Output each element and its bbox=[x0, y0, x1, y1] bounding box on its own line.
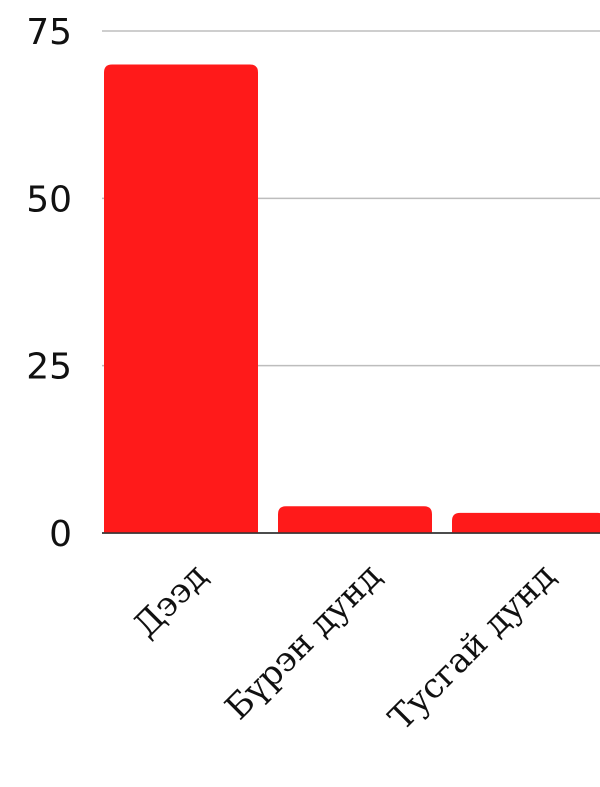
y-tick-label: 50 bbox=[26, 179, 72, 220]
bar bbox=[278, 506, 432, 533]
y-tick-label: 75 bbox=[26, 12, 72, 53]
y-tick-label: 0 bbox=[49, 514, 72, 555]
x-category-label: Бүрэн дунд bbox=[218, 556, 390, 728]
y-tick-label: 25 bbox=[26, 347, 72, 388]
bars bbox=[102, 64, 600, 534]
bar bbox=[104, 64, 258, 533]
x-category-label: Тусгай дунд bbox=[381, 556, 563, 738]
y-axis-tick-labels: 0 25 50 75 bbox=[26, 12, 72, 555]
x-category-label: Дээд bbox=[126, 556, 216, 646]
bar bbox=[452, 512, 600, 533]
